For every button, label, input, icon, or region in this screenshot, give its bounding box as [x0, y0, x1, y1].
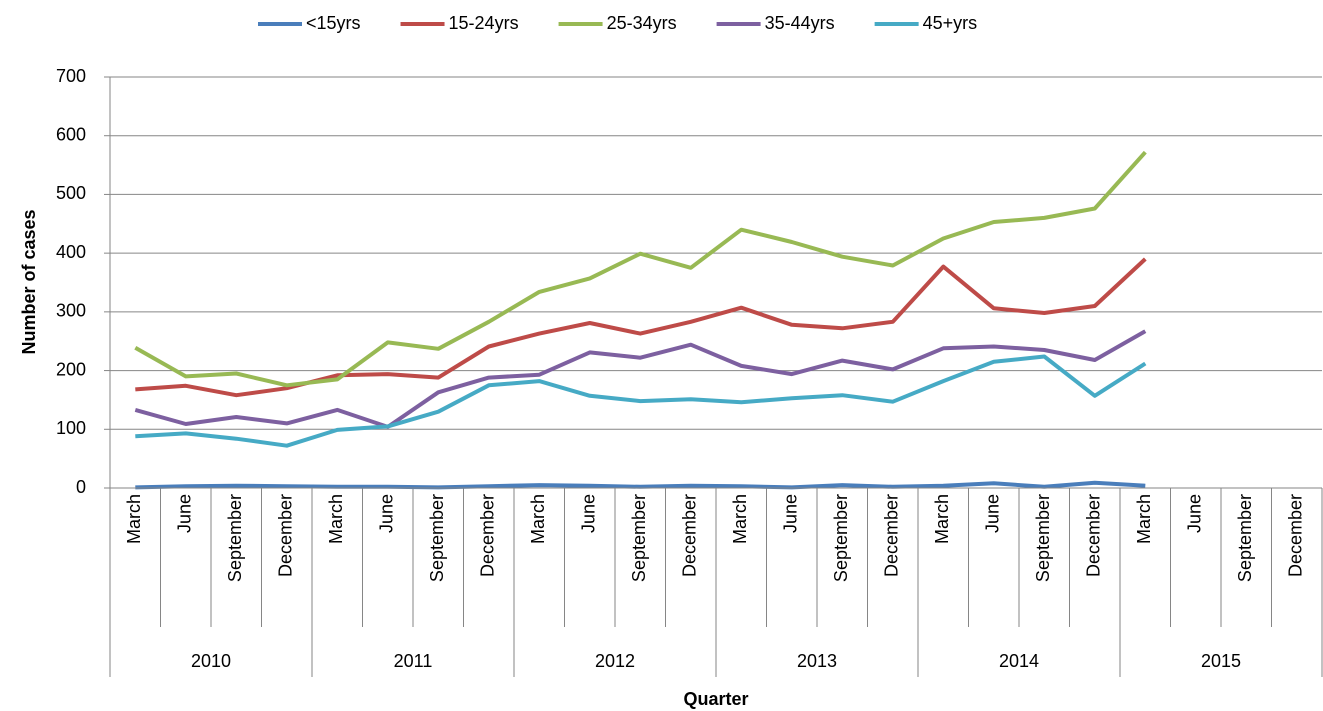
x-group-label: 2014	[999, 651, 1039, 671]
y-tick-label: 300	[56, 301, 86, 321]
x-tick-label: June	[377, 494, 397, 533]
legend-label: 15-24yrs	[449, 13, 519, 33]
series-line	[135, 257, 1147, 398]
x-tick-label: March	[326, 494, 346, 544]
x-tick-label: December	[1286, 494, 1306, 577]
x-group-label: 2010	[191, 651, 231, 671]
y-tick-label: 0	[76, 477, 86, 497]
x-tick-label: March	[932, 494, 952, 544]
x-tick-label: March	[730, 494, 750, 544]
x-group-label: 2012	[595, 651, 635, 671]
legend-label: 25-34yrs	[607, 13, 677, 33]
legend-label: <15yrs	[306, 13, 361, 33]
x-tick-label: December	[478, 494, 498, 577]
x-tick-label: June	[579, 494, 599, 533]
y-tick-label: 200	[56, 359, 86, 379]
series-line	[134, 150, 1147, 388]
y-tick-label: 400	[56, 242, 86, 262]
series-line	[134, 329, 1147, 429]
x-group-label: 2011	[394, 651, 433, 671]
x-tick-label: March	[124, 494, 144, 544]
x-axis-label: Quarter	[683, 689, 748, 709]
legend-label: 45+yrs	[923, 13, 978, 33]
series-line	[135, 480, 1146, 490]
x-tick-label: December	[276, 494, 296, 577]
x-tick-label: September	[427, 494, 447, 582]
x-tick-label: June	[1185, 494, 1205, 533]
x-tick-label: September	[1033, 494, 1053, 582]
y-tick-label: 500	[56, 183, 86, 203]
y-tick-label: 100	[56, 418, 86, 438]
x-tick-label: March	[1134, 494, 1154, 544]
y-axis-label: Number of cases	[19, 209, 39, 354]
x-tick-label: June	[983, 494, 1003, 533]
x-tick-label: December	[680, 494, 700, 577]
legend-label: 35-44yrs	[765, 13, 835, 33]
x-tick-label: December	[1084, 494, 1104, 577]
x-tick-label: September	[629, 494, 649, 582]
y-tick-label: 600	[56, 124, 86, 144]
x-group-label: 2013	[797, 651, 837, 671]
x-tick-label: September	[225, 494, 245, 582]
x-tick-label: September	[831, 494, 851, 582]
x-tick-label: June	[781, 494, 801, 533]
x-tick-label: September	[1235, 494, 1255, 582]
y-tick-label: 700	[56, 66, 86, 86]
x-group-label: 2015	[1201, 651, 1241, 671]
x-tick-label: June	[175, 494, 195, 533]
series-line	[135, 354, 1147, 448]
x-tick-label: December	[882, 494, 902, 577]
x-tick-label: March	[528, 494, 548, 544]
